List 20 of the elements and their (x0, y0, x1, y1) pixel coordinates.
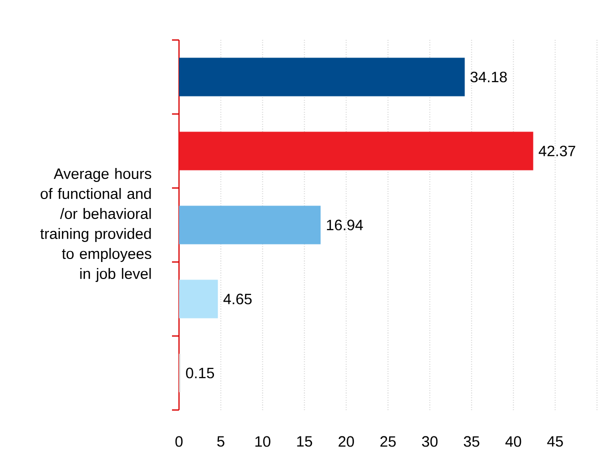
x-tick-label: 0 (175, 436, 183, 447)
bar (179, 132, 534, 170)
x-tick-label: 45 (547, 436, 563, 447)
data-label: 16.94 (326, 220, 363, 230)
data-label: 34.18 (470, 72, 507, 82)
bar (179, 58, 465, 96)
x-tick-label: 35 (464, 436, 480, 447)
bar (179, 206, 321, 244)
x-tick-label: 15 (297, 436, 312, 447)
x-tick-label: 10 (255, 436, 270, 447)
data-label: 42.37 (538, 146, 576, 156)
x-tick-label: 20 (338, 436, 354, 447)
x-tick-label: 25 (380, 436, 396, 447)
data-label: 4.65 (223, 294, 252, 304)
x-tick-label: 40 (505, 436, 522, 447)
bar (179, 280, 218, 318)
x-tick-label: 5 (217, 436, 224, 447)
data-label: 0.15 (186, 368, 214, 378)
y-axis-title: Average hours of functional and /or behavioral training provided to employees in job level (40, 168, 152, 282)
x-tick-label: 30 (422, 436, 438, 447)
